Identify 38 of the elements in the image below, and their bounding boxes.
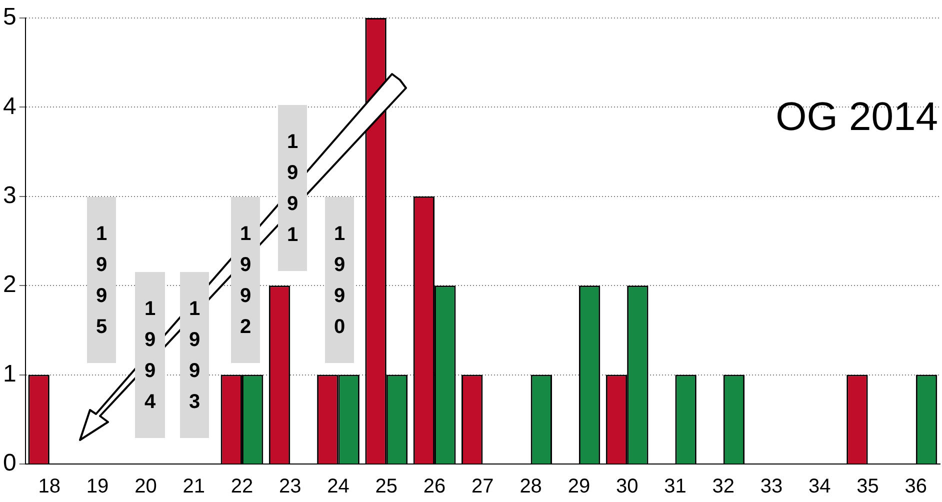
x-tick-label: 22 [230,476,254,498]
note-box: 1992 [231,197,260,363]
note-box: 1994 [135,272,165,438]
y-tick-label: 0 [2,450,16,477]
y-tick-label: 2 [2,271,16,298]
y-tick-label: 1 [2,360,16,388]
x-tick-label: 27 [472,476,494,498]
x-tick-label: 29 [568,476,590,498]
x-tick-label: 28 [520,476,542,498]
x-tick-label: 24 [327,476,350,498]
annotation: 1993 [188,297,200,415]
x-tick-label: 33 [760,476,783,498]
x-tick-label: 21 [182,476,205,498]
x-tick-label: 32 [712,476,734,498]
x-tick-label: 30 [616,476,638,498]
note-box: 1990 [325,197,354,363]
x-tick-label: 34 [808,476,831,498]
annotation: 1991 [286,130,298,248]
x-tick-label: 35 [856,476,879,498]
y-tick-label: 4 [2,92,16,120]
x-tick-label: 36 [904,476,928,498]
x-tick-label: 26 [423,476,446,498]
annotation: 1994 [144,297,156,415]
annotation: OG 2014 [776,95,938,140]
y-tick-label: 5 [2,4,16,31]
x-tick-label: 19 [86,476,109,498]
x-tick-label: 20 [134,476,157,498]
x-tick-label: 23 [278,476,302,498]
note-box: 1993 [180,272,209,438]
x-tick-label: 25 [375,476,398,498]
x-tick-label: 31 [664,476,686,498]
note-box: 1995 [87,197,116,363]
note-box: 1991 [278,105,307,271]
annotation: 1990 [334,222,346,340]
annotation: 1995 [96,222,108,340]
annotation: 1992 [240,222,252,340]
y-tick-label: 3 [2,182,16,210]
x-tick-label: 18 [38,476,61,498]
